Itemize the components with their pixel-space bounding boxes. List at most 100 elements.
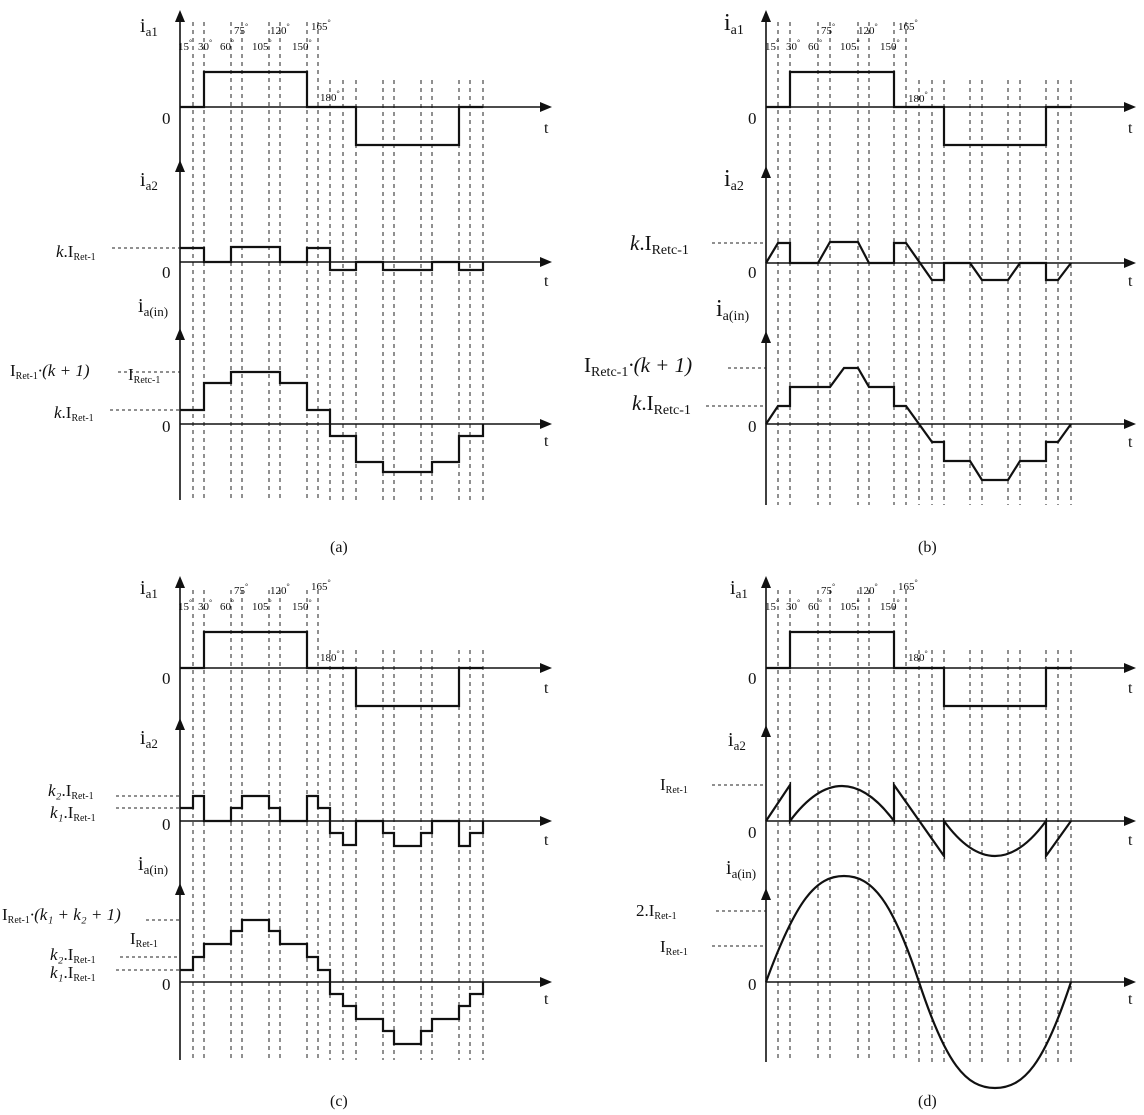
svg-text:30°: 30° [198,598,212,613]
panel-b-ia1-label: ia1 [724,10,744,38]
svg-text:15°: 15° [178,38,192,53]
panel-a-ia2-waveform [180,245,485,272]
svg-text:165°: 165° [898,18,918,33]
panel-c-iain-ref-label-3: k₂.IRet-1 [50,945,96,966]
panel-b-angle-labels: 15° 30° 60° 75° 105° 120° 150° 165° 180° [765,18,928,105]
panel-a-iain-t: t [544,433,549,450]
panel-c: ia1 0 t ia2 0 t ia(in) 0 t 15° 30° 60° 7… [2,576,552,1110]
panel-c-iain-waveform [180,918,485,1046]
panel-d-iain-ref-label-1: 2.IRet-1 [636,901,677,922]
panel-b-iain-t-arrow [1124,419,1136,429]
panel-d-ia1-t: t [1128,680,1133,697]
panel-d-caption: (d) [918,1093,937,1110]
svg-text:75°: 75° [821,22,835,37]
panel-c-ia2-ref-label-1: k₂.IRet-1 [48,781,94,802]
svg-text:150°: 150° [880,598,900,613]
svg-text:15°: 15° [765,38,779,53]
svg-text:180°: 180° [320,89,340,104]
panel-a-iain-ref-label-3: k.IRet-1 [54,403,94,424]
svg-text:120°: 120° [858,582,878,597]
panel-d-ia2-t-arrow [1124,816,1136,826]
svg-text:60°: 60° [808,38,822,53]
svg-text:105°: 105° [252,38,272,53]
panel-a-caption: (a) [330,539,348,556]
svg-text:150°: 150° [292,38,312,53]
svg-text:105°: 105° [252,598,272,613]
panel-a-ia1-t-arrow [540,102,552,112]
panel-c-ia2-t: t [544,832,549,849]
panel-d-iain-t: t [1128,991,1133,1008]
panel-d-iain-arrow [761,888,771,900]
panel-c-ia1-zero: 0 [162,669,171,688]
panel-a-ia2-t-arrow [540,257,552,267]
svg-text:15°: 15° [765,598,779,613]
panel-d-iain-waveform [764,874,1073,1090]
panel-d-ia2-zero: 0 [748,823,757,842]
panel-d-ia2-label: ia2 [728,729,746,753]
panel-c-iain-ref-label-4: k₁.IRet-1 [50,963,96,984]
panel-a-iain-ref-label-1: IRet-1·(k + 1) [10,361,90,382]
panel-b-ia2-arrow [761,166,771,178]
panel-d-iain-zero: 0 [748,975,757,994]
panel-c-iain-ref-label-1: IRet-1·(k₁ + k₂ + 1) [2,905,121,926]
panel-c-ia2-arrow [175,718,185,730]
panel-c-ia2-zero: 0 [162,815,171,834]
panel-d-angle-labels: 15° 30° 60° 75° 105° 120° 150° 165° 180° [765,578,928,664]
panel-c-ia1-t: t [544,680,549,697]
panel-c-iain-t: t [544,991,549,1008]
panel-c-angle-labels: 15° 30° 60° 75° 105° 120° 150° 165° 180° [178,578,340,664]
panel-a-ia1-arrow [175,10,185,22]
panel-a-iain-arrow [175,328,185,340]
svg-text:180°: 180° [320,649,340,664]
panel-c-caption: (c) [330,1093,348,1110]
svg-text:60°: 60° [220,38,234,53]
svg-text:180°: 180° [908,90,928,105]
panel-b-ia1-waveform [766,70,1071,147]
panel-c-iain-ref-label-2: IRet-1 [130,929,158,950]
panel-c-ia1-label: ia1 [140,577,158,601]
panel-d-ia1-waveform [766,630,1071,708]
panel-b-ia2-waveform [765,240,1072,282]
panel-a-ia2-ref-label: k.IRet-1 [56,242,96,263]
panel-a-ia1-t: t [544,120,549,137]
panel-c-iain-label: ia(in) [138,853,168,877]
panel-c-ia1-t-arrow [540,663,552,673]
panel-c-ia1-arrow [175,576,185,588]
panel-b-ia2-t-arrow [1124,258,1136,268]
svg-text:15°: 15° [178,598,192,613]
svg-text:60°: 60° [220,598,234,613]
panel-b-caption: (b) [918,539,937,556]
panel-a-ia2-t: t [544,273,549,290]
panel-b-iain-ref-label-2: k.IRetc-1 [632,391,691,418]
panel-c-iain-arrow [175,883,185,895]
panel-b-iain-waveform [765,366,1072,482]
panel-c-ia1-waveform [180,630,483,708]
panel-a-iain-waveform [180,370,485,474]
panel-b-iain-t: t [1128,434,1133,451]
panel-c-ia2-waveform [180,794,485,848]
panel-a-angle-labels: 15° 30° 60° 75° 105° 120° 150° 165° 180° [178,18,340,104]
panel-d-grid [777,590,1072,1062]
panel-a: ia1 0 t ia2 0 t ia(in) 0 t 15° 30° 60° 7… [10,10,552,556]
svg-text:120°: 120° [858,22,878,37]
panel-d-iain-label: ia(in) [726,857,756,881]
panel-c-ia2-ref-label-2: k₁.IRet-1 [50,803,96,824]
panel-b-ia1-zero: 0 [748,109,757,128]
svg-text:150°: 150° [292,598,312,613]
svg-text:180°: 180° [908,649,928,664]
panel-c-iain-t-arrow [540,977,552,987]
panel-d-ia2-arrow [761,725,771,737]
panel-a-iain-zero: 0 [162,417,171,436]
panel-d-ia2-t: t [1128,832,1133,849]
svg-text:30°: 30° [786,38,800,53]
svg-text:120°: 120° [270,22,290,37]
svg-text:165°: 165° [898,578,918,593]
panel-d-ia1-zero: 0 [748,669,757,688]
panel-a-ia2-label: ia2 [140,169,158,193]
panel-a-ia2-zero: 0 [162,263,171,282]
panel-b-iain-label: ia(in) [716,296,749,324]
panel-d-ia1-arrow [761,576,771,588]
panel-d-ia2-ref-label: IRet-1 [660,775,688,796]
panel-b: ia1 0 t ia2 0 t ia(in) 0 t 15° 30° 60° 7… [584,10,1136,556]
svg-text:75°: 75° [234,22,248,37]
